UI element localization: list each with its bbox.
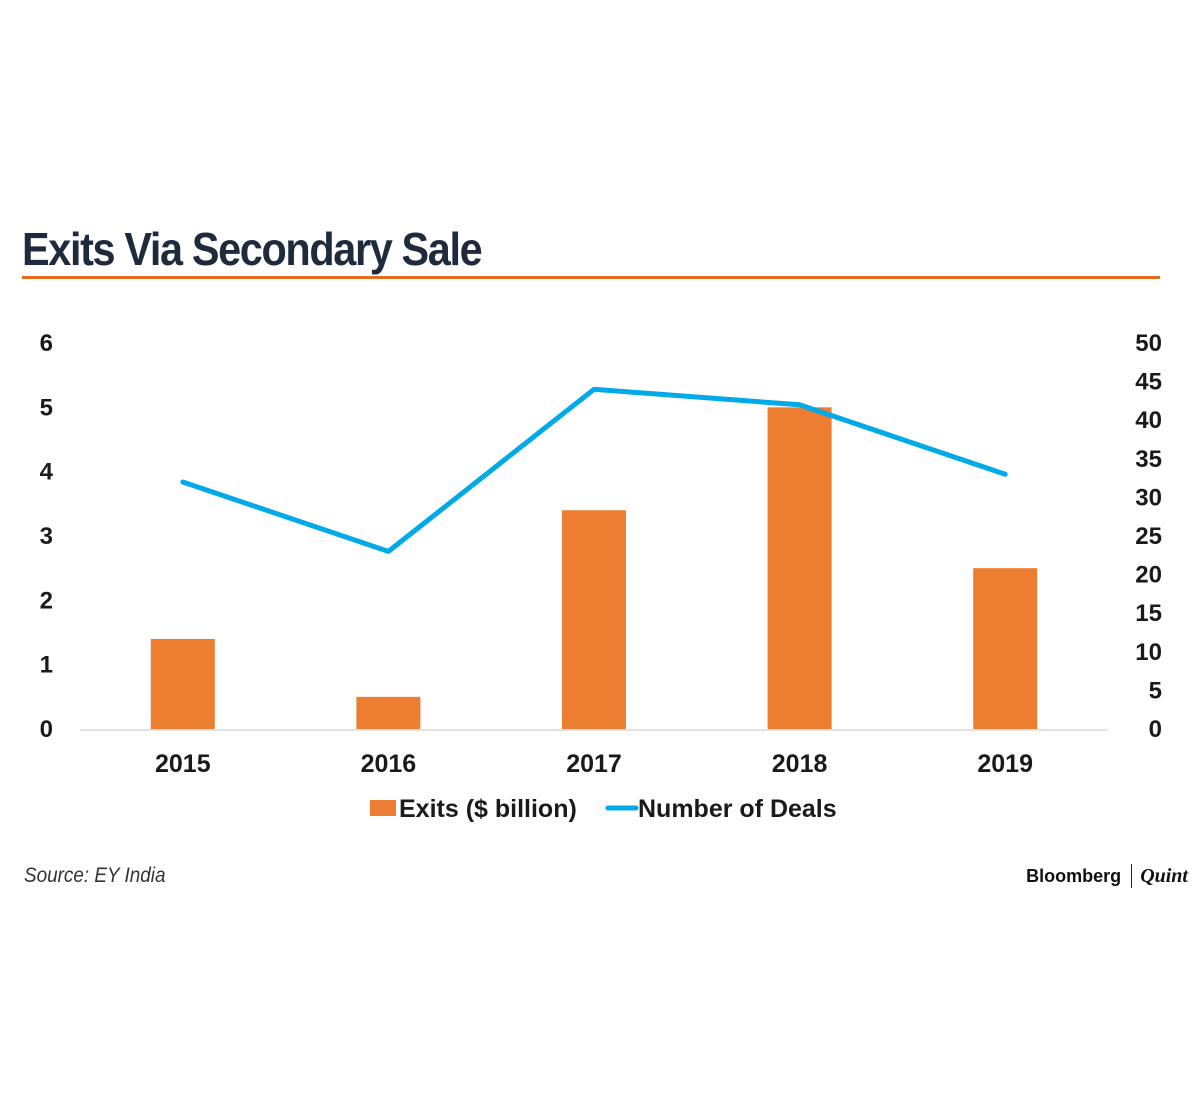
legend: Exits ($ billion) Number of Deals [370,795,837,823]
chart-title: Exits Via Secondary Sale [22,223,483,275]
left-axis-tick-label: 0 [40,716,53,743]
right-axis-tick-label: 40 [1135,407,1162,434]
left-axis-tick-label: 4 [40,459,54,486]
bar [356,696,421,729]
bar [150,638,215,729]
brand-suffix: Quint [1140,864,1188,887]
right-axis-tick-label: 5 [1149,677,1162,704]
x-axis-tick-label: 2016 [361,750,417,778]
x-axis-tick-label: 2017 [566,750,622,778]
left-axis-tick-label: 6 [40,330,53,357]
right-axis-tick-label: 45 [1135,369,1162,396]
left-axis: 0 1 2 3 4 5 6 [40,330,54,743]
right-axis: 0 5 10 15 20 25 30 35 40 45 50 [1135,330,1162,743]
left-axis-tick-label: 3 [40,523,53,550]
legend-bar-swatch [370,800,396,816]
line-series [180,386,1008,554]
right-axis-tick-label: 25 [1135,523,1162,550]
title-divider [22,276,1160,279]
right-axis-tick-label: 10 [1135,639,1162,666]
deals-line [180,386,1008,554]
x-axis-tick-label: 2019 [977,750,1033,778]
source-note: Source: EY India [24,864,166,887]
bar [973,568,1038,729]
x-axis-tick-label: 2015 [155,750,211,778]
bar [562,510,626,729]
legend-bar-label: Exits ($ billion) [399,795,577,823]
right-axis-tick-label: 0 [1149,716,1162,743]
x-axis-tick-label: 2018 [772,750,828,778]
left-axis-tick-label: 5 [40,394,53,421]
bar-series [150,407,1038,729]
right-axis-tick-label: 50 [1135,330,1162,357]
right-axis-tick-label: 35 [1135,446,1162,473]
right-axis-tick-label: 20 [1135,562,1162,589]
right-axis-tick-label: 15 [1135,600,1162,627]
brand-separator [1131,864,1133,888]
brand-name: Bloomberg [1026,865,1122,886]
x-axis: 2015 2016 2017 2018 2019 [155,750,1033,778]
brand-logo: Bloomberg Quint [1026,864,1188,888]
legend-line-label: Number of Deals [638,795,837,823]
bar [767,407,832,729]
left-axis-tick-label: 1 [40,652,53,679]
left-axis-tick-label: 2 [40,587,53,614]
right-axis-tick-label: 30 [1135,484,1162,511]
